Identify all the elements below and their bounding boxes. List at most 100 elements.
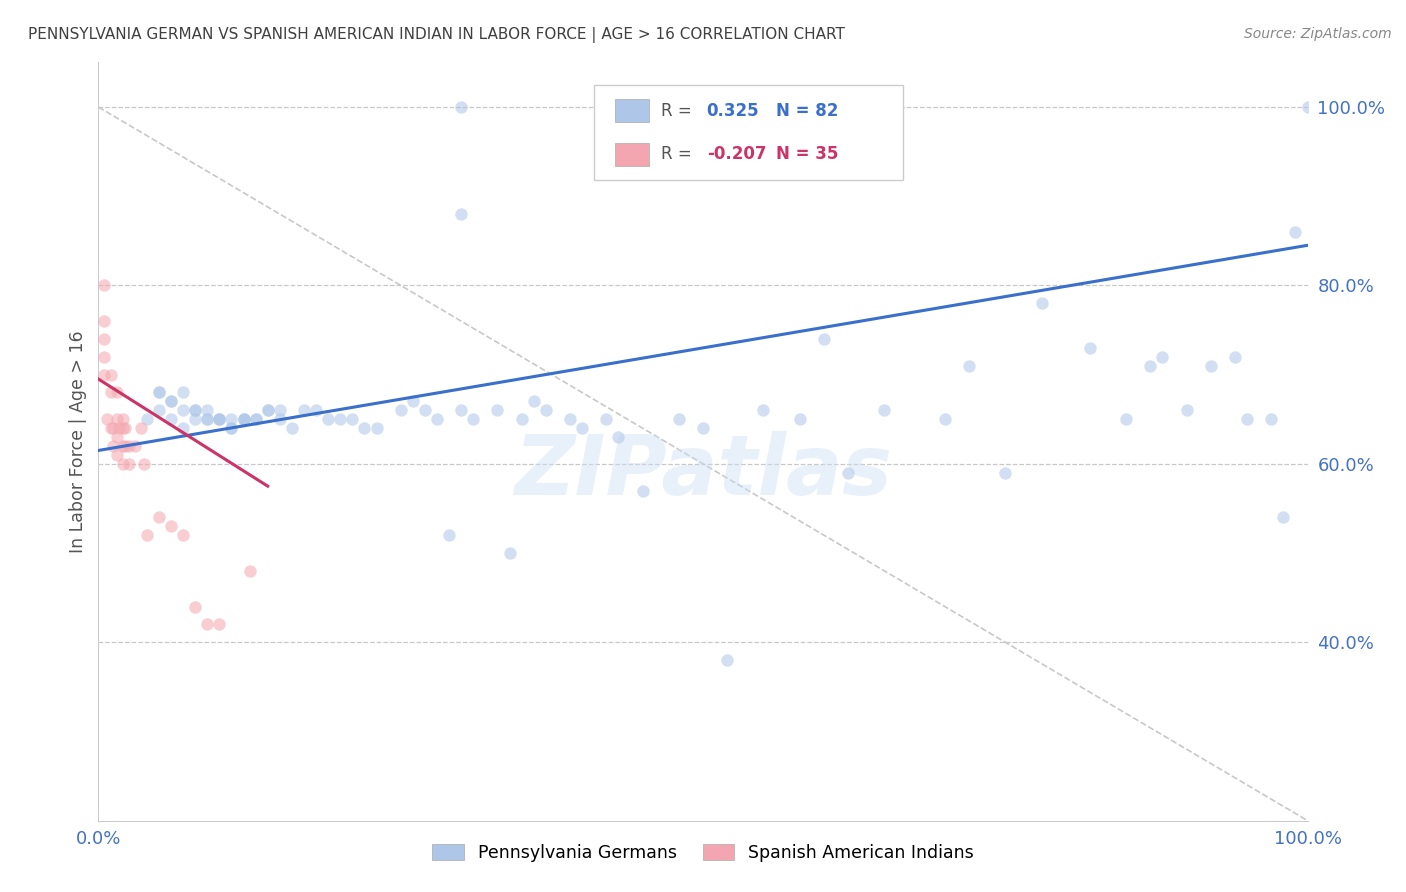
Point [184, 412, 207, 426]
Legend: Pennsylvania Germans, Spanish American Indians: Pennsylvania Germans, Spanish American I… [426, 837, 980, 869]
Point [160, 519, 183, 533]
Text: N = 35: N = 35 [776, 145, 838, 163]
Point [366, 421, 388, 435]
Point [134, 457, 156, 471]
Point [184, 599, 207, 614]
Point [111, 457, 134, 471]
Point [463, 412, 485, 426]
Point [595, 412, 617, 426]
Point [221, 421, 243, 435]
Point [172, 528, 194, 542]
Point [172, 385, 194, 400]
Point [1078, 341, 1101, 355]
Point [1260, 412, 1282, 426]
Point [957, 359, 980, 373]
Text: -0.207: -0.207 [707, 145, 766, 163]
Point [148, 510, 170, 524]
Point [160, 394, 183, 409]
Text: R =: R = [661, 102, 697, 120]
Point [281, 421, 304, 435]
Point [221, 421, 243, 435]
Point [105, 385, 128, 400]
Point [105, 430, 128, 444]
Point [232, 412, 254, 426]
Point [1115, 412, 1137, 426]
Point [172, 421, 194, 435]
Point [172, 403, 194, 417]
Point [256, 403, 278, 417]
Point [208, 412, 231, 426]
Point [245, 412, 267, 426]
Point [837, 466, 859, 480]
Point [111, 412, 134, 426]
Point [93, 314, 115, 328]
Point [402, 394, 425, 409]
Bar [614, 99, 648, 122]
Text: ZIPatlas: ZIPatlas [515, 432, 891, 512]
Point [631, 483, 654, 498]
Point [221, 412, 243, 426]
Point [184, 403, 207, 417]
Point [105, 412, 128, 426]
Point [195, 412, 218, 426]
Point [329, 412, 352, 426]
Point [316, 412, 339, 426]
Point [93, 350, 115, 364]
Point [1152, 350, 1174, 364]
Point [426, 412, 449, 426]
Y-axis label: In Labor Force | Age > 16: In Labor Force | Age > 16 [69, 330, 87, 553]
Point [571, 421, 593, 435]
Point [208, 617, 231, 632]
Point [124, 439, 146, 453]
Point [195, 617, 218, 632]
Point [232, 412, 254, 426]
Point [256, 403, 278, 417]
Point [100, 368, 122, 382]
Point [1272, 510, 1295, 524]
Point [437, 528, 460, 542]
Point [148, 403, 170, 417]
Point [160, 394, 183, 409]
Point [184, 403, 207, 417]
Point [668, 412, 690, 426]
Point [93, 368, 115, 382]
Point [413, 403, 436, 417]
Point [101, 421, 124, 435]
Point [1031, 296, 1053, 310]
Point [239, 564, 262, 578]
Point [450, 207, 472, 221]
Point [534, 403, 557, 417]
Point [208, 412, 231, 426]
Point [1223, 350, 1246, 364]
Point [245, 412, 267, 426]
Point [607, 430, 630, 444]
Point [873, 403, 896, 417]
Point [1139, 359, 1161, 373]
Point [813, 332, 835, 346]
Point [752, 403, 775, 417]
Point [129, 421, 152, 435]
Point [1199, 359, 1222, 373]
Point [208, 412, 231, 426]
Text: R =: R = [661, 145, 697, 163]
Point [135, 412, 157, 426]
Point [105, 448, 128, 462]
Point [111, 439, 134, 453]
Point [994, 466, 1017, 480]
Bar [614, 143, 648, 166]
Point [389, 403, 412, 417]
Point [510, 412, 533, 426]
Point [1236, 412, 1258, 426]
Point [1296, 100, 1319, 114]
Point [1175, 403, 1198, 417]
Point [269, 403, 291, 417]
Point [93, 332, 115, 346]
Point [111, 421, 134, 435]
Text: N = 82: N = 82 [776, 102, 838, 120]
Point [114, 439, 136, 453]
Point [114, 421, 136, 435]
Point [498, 546, 520, 560]
Point [232, 412, 254, 426]
Text: 0.325: 0.325 [707, 102, 759, 120]
Point [195, 412, 218, 426]
